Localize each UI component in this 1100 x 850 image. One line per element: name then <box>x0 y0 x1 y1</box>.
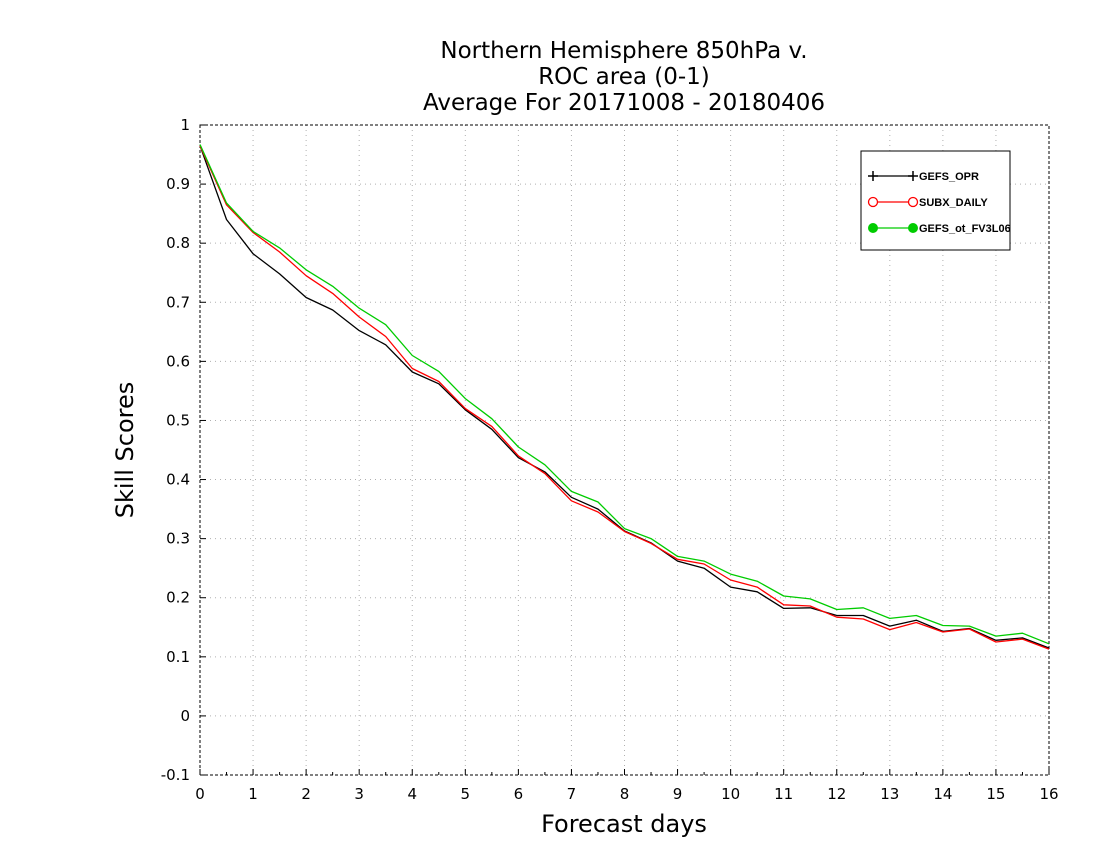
legend-marker-open-circle <box>867 196 879 208</box>
chart-title-line-3: Average For 20171008 - 20180406 <box>423 90 825 116</box>
legend: GEFS_OPR SUBX_DAILY GEFS_ot_FV3L06 <box>860 150 1011 251</box>
x-tick-label: 0 <box>195 785 205 803</box>
chart-title-line-2: ROC area (0-1) <box>538 64 710 90</box>
legend-marker-filled-circle <box>908 223 918 233</box>
plot-frame <box>199 124 1050 776</box>
legend-box <box>860 150 1011 251</box>
y-tick-label: 0.3 <box>166 530 190 548</box>
x-tick-label: 1 <box>248 785 258 803</box>
x-tick-label: 3 <box>354 785 364 803</box>
series-line-subx-daily <box>199 145 1050 650</box>
y-tick-label: 0.2 <box>166 589 190 607</box>
y-tick-label: 0.1 <box>166 648 190 666</box>
x-tick-label: 10 <box>721 785 740 803</box>
x-tick-label: 4 <box>407 785 417 803</box>
x-tick-label: 9 <box>673 785 683 803</box>
x-tick-label: 7 <box>567 785 577 803</box>
legend-label-gefs-opr: GEFS_OPR <box>919 171 979 183</box>
legend-label-subx-daily: SUBX_DAILY <box>919 197 988 209</box>
y-tick-label: 0.5 <box>166 411 190 429</box>
x-tick-label: 12 <box>827 785 846 803</box>
x-tick-label: 5 <box>461 785 471 803</box>
chart-title-line-1: Northern Hemisphere 850hPa v. <box>440 38 807 64</box>
y-tick-label: 0.6 <box>166 352 190 370</box>
x-tick-label: 6 <box>514 785 524 803</box>
series-line-gefs-ot-fv3l06 <box>199 144 1050 645</box>
x-tick-label: 15 <box>986 785 1005 803</box>
y-tick-label: 0.4 <box>166 471 190 489</box>
x-axis-title: Forecast days <box>541 810 707 838</box>
x-tick-label: 13 <box>880 785 899 803</box>
y-tick-label: 0 <box>180 707 190 725</box>
y-tick-label: -0.1 <box>161 766 190 784</box>
series-lines <box>199 144 1050 650</box>
y-tick-label: 0.8 <box>166 234 190 252</box>
legend-label-gefs-ot-fv3l06: GEFS_ot_FV3L06 <box>919 223 1011 235</box>
y-tick-label: 0.9 <box>166 175 190 193</box>
x-tick-label: 8 <box>620 785 630 803</box>
x-tick-label: 16 <box>1039 785 1058 803</box>
x-tick-label: 2 <box>301 785 311 803</box>
chart-title: Northern Hemisphere 850hPa v. ROC area (… <box>423 38 825 116</box>
y-axis-title: Skill Scores <box>111 382 139 519</box>
y-tick-label: 1 <box>180 116 190 134</box>
x-tick-label: 14 <box>933 785 952 803</box>
axes: 0 1 2 3 4 5 6 7 8 9 10 11 12 13 14 15 16-0.100.10.20.30.… <box>161 116 1059 803</box>
y-tick-label: 0.7 <box>166 293 190 311</box>
legend-marker-open-circle <box>907 196 919 208</box>
x-tick-label: 11 <box>774 785 793 803</box>
grid <box>200 125 1049 775</box>
legend-marker-filled-circle <box>868 223 878 233</box>
